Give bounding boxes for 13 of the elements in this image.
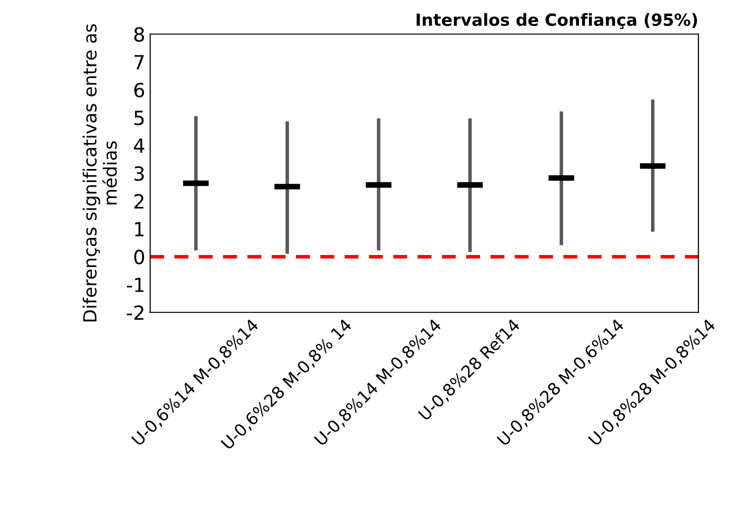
y-tick-label: 3	[134, 166, 144, 181]
y-axis-title: Diferenças significativas entre as médias	[82, 24, 117, 322]
y-tick-label: 8	[134, 27, 144, 42]
y-tick-label: 2	[134, 194, 144, 208]
y-tick-label: 7	[134, 55, 144, 70]
y-tick-label: -2	[126, 305, 144, 320]
y-tick-label: 6	[134, 82, 144, 98]
y-tick-label: -1	[126, 278, 144, 292]
y-tick-label: 0	[134, 250, 144, 264]
y-tick-label: 4	[134, 138, 144, 153]
y-tick-label: 1	[135, 222, 144, 236]
y-tick-label: 5	[134, 110, 144, 126]
chart-title: Intervalos de Confiança (95%)	[416, 13, 697, 30]
